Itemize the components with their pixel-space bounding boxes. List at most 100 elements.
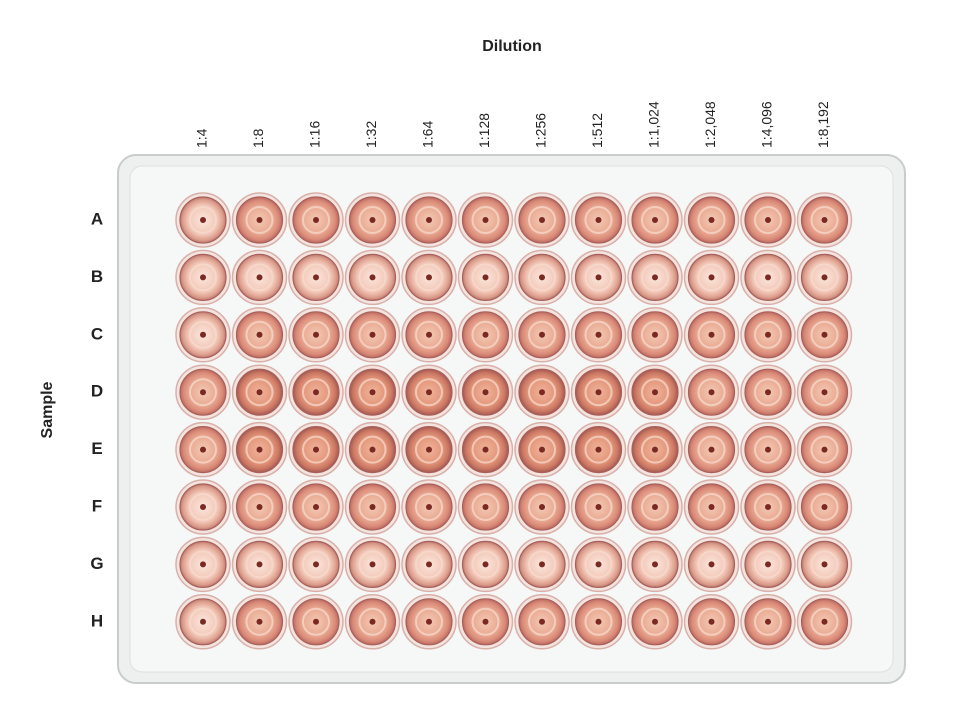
well-dot <box>482 331 489 338</box>
well-dot <box>200 446 206 453</box>
well-dot <box>539 331 545 338</box>
well-dot <box>539 504 545 510</box>
row-label: C <box>91 324 103 343</box>
well-dot <box>821 389 828 396</box>
well-dot <box>256 618 263 625</box>
labels: 1:4 1:8 1:16 1:32 1:64 1:128 1:256 1:512 1:1,024… <box>90 101 831 630</box>
wells <box>175 192 853 650</box>
column-label: 1:128 <box>476 113 492 148</box>
well-center <box>810 550 839 579</box>
well-dot <box>369 446 376 453</box>
well-dot <box>482 618 489 625</box>
well-dot <box>652 274 658 281</box>
well-dot <box>313 504 319 510</box>
well-center <box>584 320 613 349</box>
well-center <box>415 607 443 636</box>
well-center <box>528 378 556 407</box>
well-dot <box>708 446 715 453</box>
well-dot <box>708 274 715 281</box>
well-dot <box>200 217 206 223</box>
well-dot <box>426 504 432 510</box>
well-dot <box>313 331 319 338</box>
well-center <box>415 493 443 521</box>
column-label: 1:32 <box>363 121 379 148</box>
well-center <box>302 607 330 636</box>
row-label: H <box>91 611 103 630</box>
well-center <box>415 263 443 292</box>
well-center <box>584 263 613 292</box>
well-dot <box>426 446 432 453</box>
well-center <box>754 493 782 521</box>
well-center <box>641 320 669 349</box>
well-center <box>810 378 839 407</box>
well-center <box>810 435 839 464</box>
well-dot <box>765 504 771 510</box>
column-label: 1:8 <box>250 128 266 148</box>
well-dot <box>821 331 828 338</box>
well-dot <box>708 331 715 338</box>
well-center <box>641 206 669 234</box>
well-dot <box>708 217 715 223</box>
well-dot <box>708 504 715 510</box>
well-center <box>471 206 500 234</box>
well-dot <box>426 561 432 568</box>
well-center <box>697 263 726 292</box>
well-dot <box>595 331 602 338</box>
well-dot <box>369 561 376 568</box>
well-center <box>471 378 500 407</box>
well-center <box>302 435 330 464</box>
row-label: F <box>92 496 102 515</box>
well-dot <box>595 504 602 510</box>
well-center <box>358 435 387 464</box>
well-center <box>584 378 613 407</box>
well-center <box>471 320 500 349</box>
well-dot <box>595 217 602 223</box>
well-dot <box>595 274 602 281</box>
well-dot <box>652 618 658 625</box>
well-center <box>754 378 782 407</box>
well-center <box>358 320 387 349</box>
well-dot <box>256 561 263 568</box>
well-center <box>810 206 839 234</box>
well-center <box>697 320 726 349</box>
well-dot <box>821 274 828 281</box>
well-dot <box>482 561 489 568</box>
well-center <box>584 493 613 521</box>
well-dot <box>313 389 319 396</box>
well-center <box>302 378 330 407</box>
well-center <box>641 263 669 292</box>
well-dot <box>482 274 489 281</box>
well-dot <box>200 331 206 338</box>
well-center <box>471 263 500 292</box>
well-center <box>810 263 839 292</box>
well-center <box>302 493 330 521</box>
well-center <box>584 607 613 636</box>
well-center <box>810 493 839 521</box>
well-dot <box>482 504 489 510</box>
well-center <box>189 263 217 292</box>
well-center <box>471 493 500 521</box>
well-center <box>358 206 387 234</box>
well-dot <box>256 504 263 510</box>
well-center <box>754 320 782 349</box>
well-dot <box>765 217 771 223</box>
well-dot <box>708 618 715 625</box>
column-label: 1:4,096 <box>759 101 775 148</box>
well-center <box>189 493 217 521</box>
well-dot <box>200 618 206 625</box>
well-center <box>810 320 839 349</box>
well-center <box>245 320 274 349</box>
well-center <box>189 378 217 407</box>
well-dot <box>313 618 319 625</box>
row-title: Sample <box>39 381 56 438</box>
well-center <box>641 550 669 579</box>
well-dot <box>200 504 206 510</box>
well-center <box>189 607 217 636</box>
column-label: 1:4 <box>194 128 210 148</box>
well-dot <box>595 389 602 396</box>
well-dot <box>369 274 376 281</box>
well-dot <box>765 618 771 625</box>
well-dot <box>313 274 319 281</box>
well-dot <box>821 504 828 510</box>
well-dot <box>595 618 602 625</box>
